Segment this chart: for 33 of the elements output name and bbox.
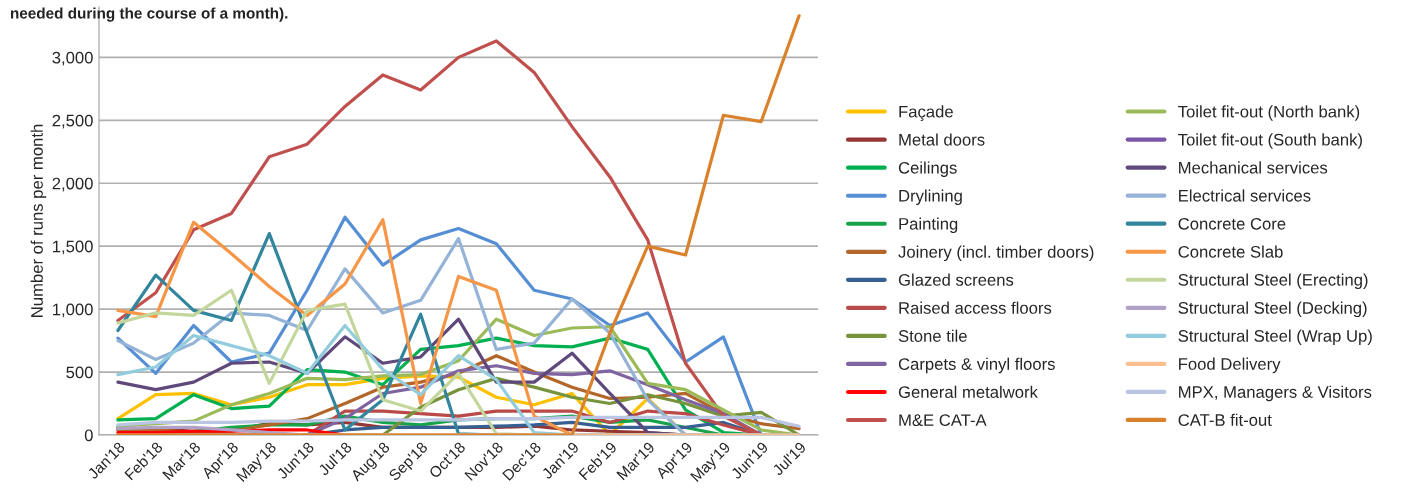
legend-label: Ceilings	[898, 161, 957, 177]
legend-label: Façade	[899, 105, 953, 121]
annotation: needed during the course of a month).	[10, 7, 288, 22]
y-axis-title: Number of runs per month	[30, 124, 47, 317]
legend-label: Raised access floors	[899, 301, 1052, 314]
legend-label: M&E CAT-A	[899, 414, 987, 427]
legend-label: Painting	[899, 217, 958, 234]
legend-label: Carpets & vinyl floors	[898, 357, 1055, 374]
y-tick-label: 3,000	[52, 51, 93, 66]
legend-label: Electrical services	[1179, 189, 1311, 202]
legend-label: General metalwork	[898, 385, 1038, 398]
legend-label: Metal doors	[899, 133, 985, 146]
legend-label: Toilet fit-out (North bank)	[1178, 105, 1360, 121]
legend-label: Structural Steel (Wrap Up)	[1178, 329, 1372, 346]
legend-label: Mechanical services	[1179, 161, 1328, 174]
legend-label: Joinery (incl. timber doors)	[898, 245, 1094, 262]
legend-label: Stone tile	[898, 329, 967, 342]
legend-label: Structural Steel (Decking)	[1178, 301, 1367, 318]
legend-label: Food Delivery	[1179, 357, 1281, 374]
y-tick-label: 2,000	[52, 177, 93, 192]
y-tick-label: 0	[84, 429, 93, 442]
y-tick-label: 500	[66, 366, 93, 379]
legend-label: Toilet fit-out (South bank)	[1178, 133, 1362, 149]
legend-label: CAT-B fit-out	[1178, 413, 1272, 426]
y-tick-label: 1,500	[53, 240, 93, 255]
legend-label: MPX, Managers & Visitors	[1179, 385, 1372, 402]
legend-label: Glazed screens	[898, 273, 1014, 286]
legend-label: Concrete Core	[1178, 217, 1286, 230]
y-tick-label: 2,500	[52, 114, 93, 129]
legend-label: Structural Steel (Erecting)	[1178, 273, 1368, 290]
legend-label: Concrete Slab	[1178, 245, 1283, 258]
legend-label: Drylining	[899, 189, 962, 206]
y-tick-label: 1,000	[53, 303, 93, 318]
